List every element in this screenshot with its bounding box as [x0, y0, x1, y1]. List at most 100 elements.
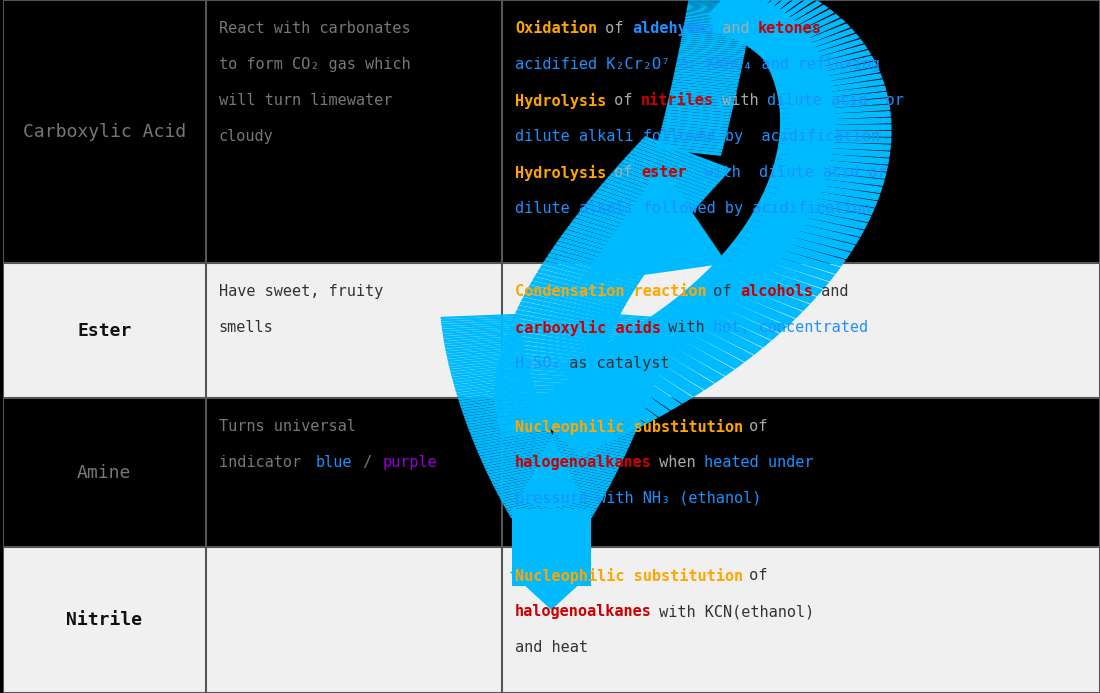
Polygon shape — [786, 91, 888, 107]
Polygon shape — [512, 582, 591, 583]
Polygon shape — [727, 0, 769, 26]
Polygon shape — [789, 146, 890, 157]
Polygon shape — [758, 19, 846, 58]
Polygon shape — [741, 224, 796, 244]
Polygon shape — [512, 514, 591, 515]
Polygon shape — [581, 360, 659, 373]
Polygon shape — [454, 376, 532, 387]
Text: of: of — [740, 568, 768, 584]
Polygon shape — [571, 389, 648, 404]
Polygon shape — [540, 457, 617, 475]
Polygon shape — [684, 23, 750, 29]
Polygon shape — [686, 284, 737, 310]
Polygon shape — [487, 459, 564, 477]
Polygon shape — [442, 322, 520, 328]
Polygon shape — [452, 371, 531, 382]
Polygon shape — [512, 543, 591, 544]
Text: pressure with NH₃ (ethanol): pressure with NH₃ (ethanol) — [515, 491, 761, 507]
Polygon shape — [780, 118, 835, 123]
Polygon shape — [770, 170, 826, 182]
Polygon shape — [552, 432, 629, 449]
Polygon shape — [522, 398, 594, 456]
Polygon shape — [519, 301, 617, 324]
Polygon shape — [539, 265, 636, 292]
Polygon shape — [683, 26, 749, 33]
Polygon shape — [704, 283, 795, 326]
Polygon shape — [598, 186, 690, 219]
Polygon shape — [512, 565, 591, 566]
Polygon shape — [512, 511, 591, 513]
Polygon shape — [476, 435, 553, 450]
Polygon shape — [556, 241, 650, 270]
Polygon shape — [441, 320, 520, 326]
Polygon shape — [512, 558, 591, 559]
Polygon shape — [495, 404, 596, 412]
Polygon shape — [595, 189, 688, 222]
Polygon shape — [549, 439, 626, 457]
Polygon shape — [456, 386, 536, 398]
Polygon shape — [673, 77, 739, 85]
Polygon shape — [576, 375, 654, 389]
Polygon shape — [512, 566, 591, 567]
Polygon shape — [512, 567, 591, 568]
Text: and: and — [812, 284, 848, 299]
Polygon shape — [641, 333, 725, 383]
Polygon shape — [682, 32, 748, 39]
Polygon shape — [486, 457, 563, 474]
Polygon shape — [719, 0, 758, 22]
Polygon shape — [495, 376, 596, 385]
Polygon shape — [512, 530, 591, 531]
Polygon shape — [534, 471, 609, 489]
Polygon shape — [689, 1, 754, 6]
Polygon shape — [671, 85, 737, 93]
Polygon shape — [580, 365, 658, 378]
Polygon shape — [745, 1, 823, 48]
Polygon shape — [550, 249, 645, 277]
Text: Have sweet, fruity: Have sweet, fruity — [219, 284, 383, 299]
Text: to form CO₂ gas which: to form CO₂ gas which — [219, 57, 410, 72]
Polygon shape — [492, 466, 568, 484]
Polygon shape — [441, 318, 520, 324]
Polygon shape — [779, 133, 835, 141]
Text: with KCN(ethanol): with KCN(ethanol) — [650, 604, 814, 620]
Polygon shape — [512, 547, 591, 548]
Polygon shape — [576, 372, 654, 386]
Text: blue: blue — [316, 455, 352, 471]
Polygon shape — [627, 153, 717, 188]
Polygon shape — [509, 572, 593, 610]
Polygon shape — [688, 1, 754, 7]
Polygon shape — [685, 15, 751, 21]
Polygon shape — [532, 277, 629, 303]
Polygon shape — [683, 302, 771, 348]
Polygon shape — [500, 419, 601, 437]
Polygon shape — [541, 455, 618, 472]
Polygon shape — [512, 515, 591, 516]
Polygon shape — [740, 12, 789, 36]
Polygon shape — [537, 464, 613, 482]
Polygon shape — [477, 438, 554, 453]
Polygon shape — [673, 74, 739, 82]
Polygon shape — [443, 331, 522, 339]
Polygon shape — [660, 305, 708, 333]
Polygon shape — [729, 240, 783, 262]
Polygon shape — [530, 475, 606, 494]
Polygon shape — [456, 383, 535, 395]
Polygon shape — [512, 546, 591, 547]
Polygon shape — [443, 333, 522, 341]
Polygon shape — [478, 440, 556, 456]
Polygon shape — [698, 273, 750, 298]
Polygon shape — [543, 452, 619, 469]
Polygon shape — [763, 186, 820, 201]
Polygon shape — [673, 295, 724, 322]
Text: and: and — [713, 21, 759, 36]
Text: aldehydes: aldehydes — [632, 21, 714, 36]
Polygon shape — [688, 2, 754, 8]
Bar — [502, 398, 1100, 547]
Polygon shape — [581, 362, 659, 376]
Polygon shape — [594, 313, 673, 321]
Polygon shape — [503, 487, 579, 506]
Text: Oxidation: Oxidation — [515, 21, 597, 36]
Text: /: / — [354, 455, 382, 471]
Text: Carboxylic Acid: Carboxylic Acid — [23, 123, 186, 141]
Polygon shape — [749, 234, 846, 267]
